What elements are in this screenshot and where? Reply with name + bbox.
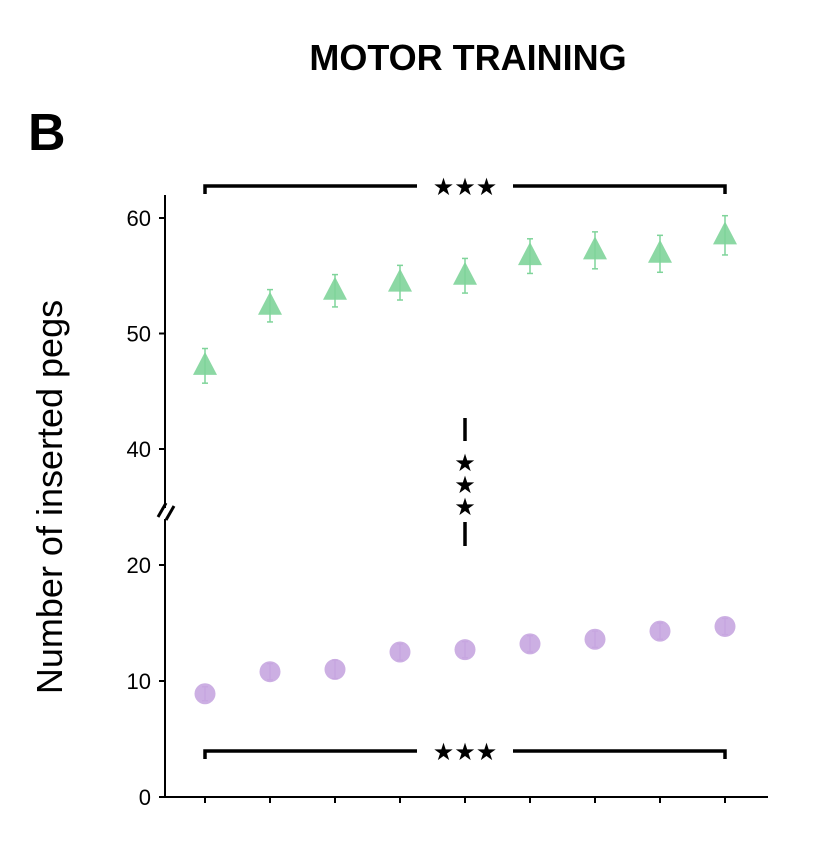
data-point bbox=[648, 234, 672, 274]
data-point bbox=[193, 347, 217, 384]
circle-marker bbox=[389, 641, 411, 663]
circle-marker bbox=[194, 683, 216, 705]
bracket-line bbox=[513, 184, 727, 194]
data-point bbox=[259, 661, 281, 683]
data-point bbox=[583, 231, 607, 270]
data-point bbox=[323, 273, 347, 308]
lower-bracket: ★★★ bbox=[203, 738, 727, 766]
bracket-line bbox=[203, 749, 417, 759]
significance-star: ★ bbox=[454, 493, 476, 521]
y-axis-label: Number of inserted pegs bbox=[29, 300, 70, 694]
data-point bbox=[649, 620, 671, 642]
data-point bbox=[714, 615, 736, 637]
triangle-marker bbox=[648, 239, 672, 263]
y-tick-label: 40 bbox=[127, 437, 151, 462]
between-series-bracket: ★★★ bbox=[454, 418, 476, 546]
triangle-marker bbox=[323, 276, 347, 300]
y-ticks: 0 10 20 40 50 60 bbox=[127, 206, 165, 810]
bracket-line bbox=[203, 184, 417, 194]
data-point bbox=[518, 238, 542, 275]
data-point bbox=[713, 214, 737, 256]
circle-marker bbox=[259, 661, 281, 683]
axis-break-mark bbox=[156, 502, 168, 518]
data-point bbox=[324, 658, 346, 680]
data-point bbox=[454, 639, 476, 661]
x-ticks bbox=[204, 797, 726, 803]
triangle-marker bbox=[388, 268, 412, 292]
y-tick-label: 50 bbox=[127, 322, 151, 347]
triangle-marker bbox=[258, 291, 282, 315]
data-point bbox=[519, 633, 541, 655]
circle-marker bbox=[519, 633, 541, 655]
circle-marker bbox=[324, 658, 346, 680]
y-tick-label: 20 bbox=[127, 553, 151, 578]
triangle-marker bbox=[193, 351, 217, 375]
triangle-marker bbox=[453, 261, 477, 285]
circle-marker bbox=[649, 620, 671, 642]
y-tick-label: 0 bbox=[139, 785, 151, 810]
data-point bbox=[453, 257, 477, 294]
upper-bracket: ★★★ bbox=[203, 173, 727, 201]
significance-label: ★★★ bbox=[433, 173, 498, 201]
series-circles bbox=[194, 615, 736, 705]
significance-label: ★★★ bbox=[433, 738, 498, 766]
circle-marker bbox=[714, 615, 736, 637]
significance-brackets: ★★★★★★★★★ bbox=[203, 173, 727, 766]
data-point bbox=[584, 628, 606, 650]
series-triangles bbox=[193, 214, 737, 384]
data-point bbox=[258, 288, 282, 323]
significance-star: ★ bbox=[454, 449, 476, 477]
circle-marker bbox=[454, 639, 476, 661]
panel-label: B bbox=[28, 104, 66, 162]
data-point bbox=[388, 264, 412, 301]
data-point bbox=[194, 683, 216, 705]
triangle-marker bbox=[518, 242, 542, 266]
data-point bbox=[389, 641, 411, 663]
chart-title: MOTOR TRAINING bbox=[309, 37, 626, 78]
bracket-line bbox=[513, 749, 727, 759]
y-tick-label: 60 bbox=[127, 206, 151, 231]
y-tick-label: 10 bbox=[127, 669, 151, 694]
triangle-marker bbox=[583, 236, 607, 260]
significance-star: ★ bbox=[454, 471, 476, 499]
circle-marker bbox=[584, 628, 606, 650]
triangle-marker bbox=[713, 221, 737, 245]
axis-break-mark bbox=[164, 505, 176, 521]
